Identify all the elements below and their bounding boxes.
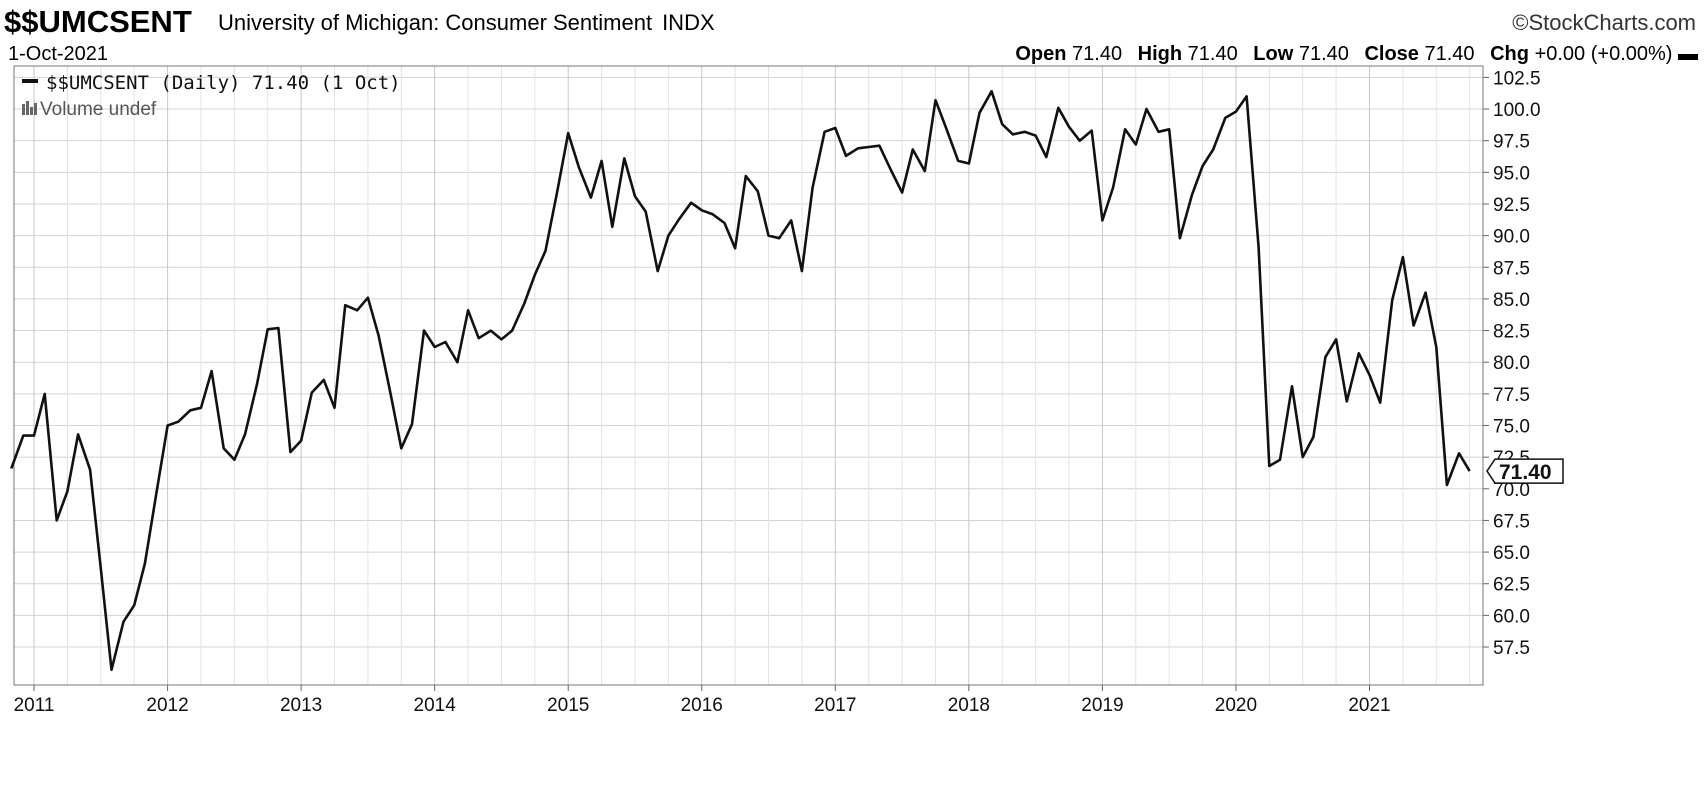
ohlc-readout: Open 71.40 High 71.40 Low 71.40 Close 71… [1015, 44, 1698, 64]
y-tick-label: 77.5 [1493, 385, 1530, 406]
high-label: High [1137, 43, 1183, 65]
chart-symbol: $$UMCSENT [4, 4, 192, 39]
x-tick-label: 2011 [14, 695, 55, 716]
x-tick-label: 2014 [414, 695, 457, 716]
y-tick-label: 70.0 [1493, 480, 1530, 501]
y-tick-label: 90.0 [1493, 227, 1530, 248]
y-tick-label: 65.0 [1493, 543, 1530, 564]
open-label: Open [1015, 43, 1067, 65]
stockcharts-logo[interactable]: ©StockCharts.com [1512, 10, 1696, 35]
y-tick-label: 87.5 [1493, 258, 1530, 279]
low-value: 71.40 [1298, 43, 1349, 65]
x-axis: 2011 2012 2013 2014 2015 2016 2017 2018 2019 2020… [14, 685, 1391, 716]
x-tick-label: 2019 [1081, 695, 1123, 716]
close-label: Close [1364, 43, 1419, 65]
y-tick-label: 62.5 [1493, 575, 1530, 596]
x-tick-label: 2016 [681, 695, 723, 716]
quote-date: 1-Oct-2021 [8, 43, 109, 65]
low-label: Low [1253, 43, 1294, 65]
x-tick-label: 2018 [948, 695, 990, 716]
volume-bars-icon [22, 101, 37, 115]
exchange-label: INDX [662, 10, 715, 35]
y-tick-label: 75.0 [1493, 417, 1530, 438]
x-tick-label: 2017 [814, 695, 856, 716]
chg-value: +0.00 (+0.00%) [1534, 43, 1673, 65]
line-legend-icon [22, 79, 38, 83]
x-tick-label: 2012 [146, 695, 188, 716]
chg-marker-icon: ▬ [1678, 43, 1698, 65]
close-value: 71.40 [1424, 43, 1475, 65]
x-tick-label: 2021 [1348, 695, 1390, 716]
x-tick-label: 2020 [1215, 695, 1257, 716]
y-tick-label: 80.0 [1493, 353, 1530, 374]
y-tick-label: 57.5 [1493, 638, 1530, 659]
series-description: University of Michigan: Consumer Sentime… [218, 10, 653, 35]
legend: $$UMCSENT (Daily) 71.40 (1 Oct) Volume u… [22, 72, 401, 120]
y-tick-label: 85.0 [1493, 290, 1530, 311]
legend-volume-label: Volume undef [40, 99, 157, 120]
series-line[interactable] [10, 90, 1471, 672]
y-tick-label: 82.5 [1493, 322, 1530, 343]
y-tick-label: 67.5 [1493, 511, 1530, 532]
legend-series-label: $$UMCSENT (Daily) 71.40 (1 Oct) [46, 72, 401, 94]
high-value: 71.40 [1187, 43, 1238, 65]
last-value-badge: 71.40 [1486, 458, 1564, 484]
last-value-label: 71.40 [1499, 461, 1552, 484]
chg-label: Chg [1490, 43, 1529, 65]
y-tick-label: 92.5 [1493, 195, 1530, 216]
y-tick-label: 95.0 [1493, 163, 1530, 184]
open-value: 71.40 [1072, 43, 1123, 65]
y-tick-label: 100.0 [1493, 100, 1541, 121]
x-tick-label: 2015 [547, 695, 589, 716]
x-tick-label: 2013 [280, 695, 322, 716]
plot-frame [13, 65, 1484, 686]
chart-description: University of Michigan: Consumer Sentime… [218, 12, 715, 34]
y-tick-label: 102.5 [1493, 68, 1541, 89]
chart-grid [14, 66, 1483, 685]
y-tick-label: 97.5 [1493, 132, 1530, 153]
y-axis: 57.560.062.565.067.570.072.575.077.580.0… [1483, 68, 1541, 659]
y-tick-label: 60.0 [1493, 606, 1530, 627]
